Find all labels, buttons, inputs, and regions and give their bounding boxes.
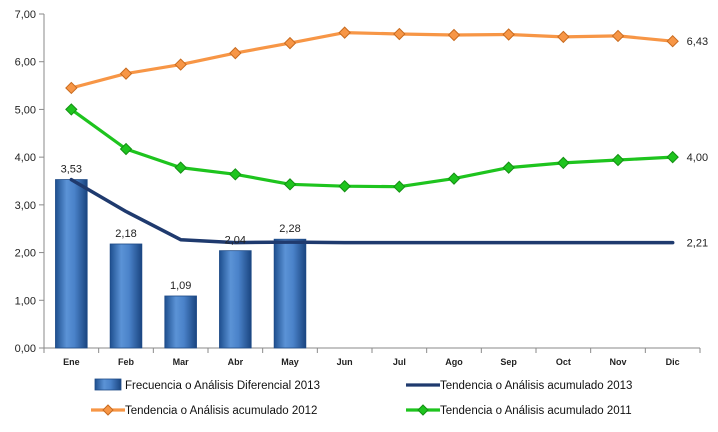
end-data-label: 4,00 <box>687 152 708 164</box>
series-line <box>69 107 675 189</box>
x-tick-label: Jul <box>393 357 406 367</box>
y-tick-label: 1,00 <box>15 295 36 307</box>
series-point <box>283 36 297 50</box>
legend-marker <box>102 404 114 416</box>
data-labels: 3,53 2,18 1,09 2,04 2,28 2,21 6,43 4,00 <box>61 36 708 292</box>
y-tick-label: 6,00 <box>15 57 36 69</box>
x-tick-label: Ago <box>445 357 463 367</box>
bar <box>55 179 88 349</box>
series-point <box>174 58 187 71</box>
series-point <box>447 172 461 185</box>
bar <box>219 250 252 349</box>
y-tick-label: 0,00 <box>15 343 36 355</box>
series-point <box>229 46 242 60</box>
x-tick-label: Nov <box>609 357 626 367</box>
legend-label: Frecuencia o Análisis Diferencial 2013 <box>125 380 320 392</box>
series-point <box>666 150 679 164</box>
series-point <box>557 156 570 170</box>
series-point <box>338 180 351 193</box>
legend-label: Tendencia o Análisis acumulado 2013 <box>440 380 632 392</box>
series-point <box>65 103 78 116</box>
bar-data-label: 2,28 <box>279 223 300 235</box>
bar <box>109 243 143 349</box>
series-point <box>119 142 133 156</box>
x-tick-label: Ene <box>63 357 80 367</box>
bar <box>164 295 197 349</box>
y-tick-label: 7,00 <box>15 9 36 21</box>
series-line <box>69 31 675 90</box>
y-tick-label: 5,00 <box>15 104 36 116</box>
x-tick-label: Jun <box>337 357 353 367</box>
legend: Frecuencia o Análisis Diferencial 2013 Te… <box>91 378 632 417</box>
series-point <box>338 26 351 39</box>
x-tick-label: Oct <box>556 357 571 367</box>
axes: 0,00 1,00 2,00 3,00 4,00 5,00 6,00 7,00 Ene Feb Ma… <box>15 9 701 367</box>
series-point <box>174 161 187 174</box>
x-tick-label: Abr <box>228 357 244 367</box>
legend-swatch <box>94 378 122 391</box>
series-line <box>69 177 675 245</box>
legend-label: Tendencia o Análisis acumulado 2012 <box>125 405 317 417</box>
x-tick-label: Mar <box>173 357 190 367</box>
y-tick-label: 3,00 <box>15 200 36 212</box>
series-point <box>447 28 461 42</box>
series-point <box>283 178 297 191</box>
y-tick-label: 2,00 <box>15 248 36 260</box>
series-point <box>393 180 406 193</box>
series-point <box>611 153 625 167</box>
bar-data-label: 2,18 <box>115 228 136 240</box>
series-point <box>65 81 78 95</box>
bar-series <box>55 179 307 349</box>
end-data-label: 2,21 <box>687 238 708 250</box>
series-point <box>666 34 679 48</box>
x-tick-label: May <box>281 357 299 367</box>
legend-marker <box>417 404 429 416</box>
bar-data-label: 1,09 <box>170 280 191 292</box>
bar-data-label: 3,53 <box>61 164 82 176</box>
bar <box>273 238 307 349</box>
x-tick-label: Feb <box>118 357 135 367</box>
series-point <box>557 30 570 44</box>
line-series <box>65 26 679 245</box>
series-point <box>611 29 625 43</box>
legend-label: Tendencia o Análisis acumulado 2011 <box>440 405 632 417</box>
bar-data-label: 2,04 <box>225 235 246 247</box>
series-point <box>393 27 406 41</box>
x-tick-label: Dic <box>666 357 680 367</box>
series-point <box>502 161 515 174</box>
end-data-label: 6,43 <box>687 36 708 48</box>
series-point <box>119 67 133 80</box>
y-tick-label: 4,00 <box>15 152 36 164</box>
series-point <box>502 28 515 41</box>
series-point <box>229 168 242 181</box>
x-tick-label: Sep <box>500 357 517 367</box>
